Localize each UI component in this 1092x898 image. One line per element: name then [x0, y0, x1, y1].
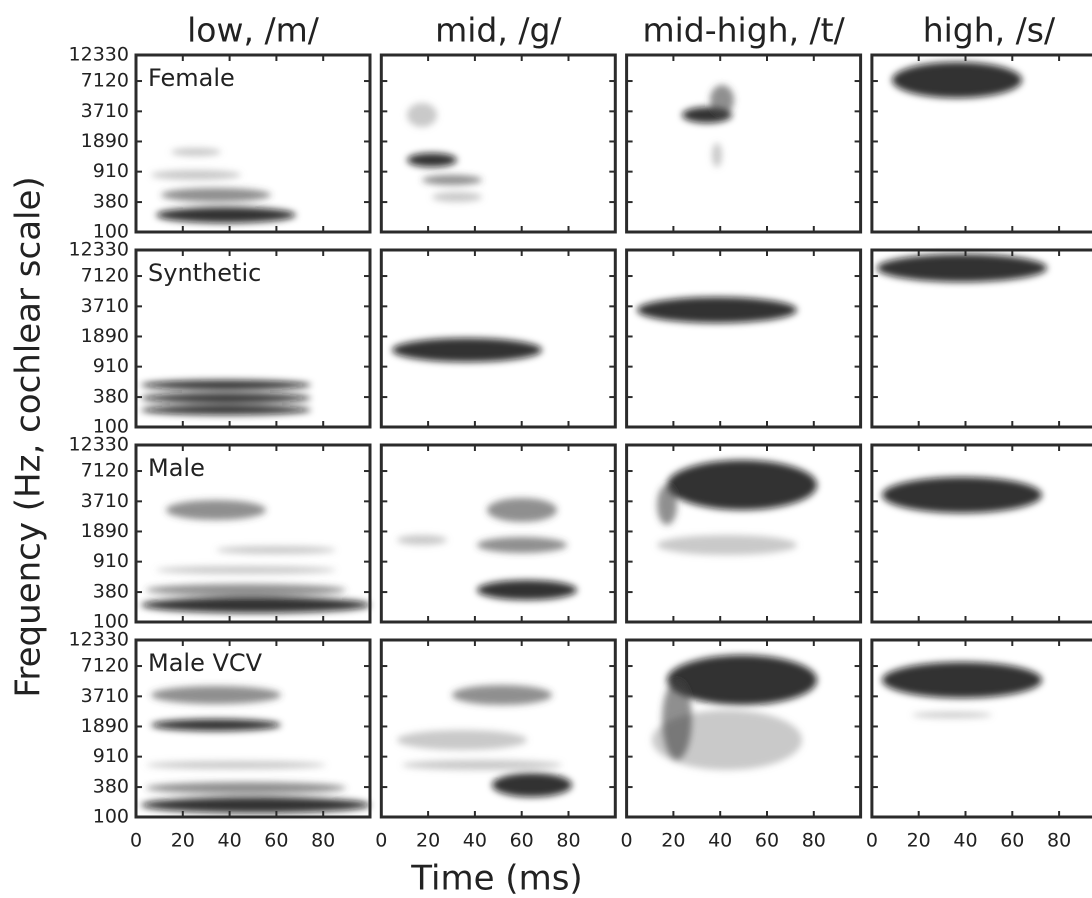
- x-tick-label: 40: [708, 830, 732, 852]
- spectrogram: [141, 500, 370, 613]
- column-title: high, /s/: [923, 11, 1056, 50]
- panel-frame: [379, 638, 617, 819]
- spectrogram: [141, 380, 311, 415]
- x-tick-label: 40: [463, 830, 487, 852]
- y-tick-label: 7120: [81, 265, 129, 287]
- column-title: low, /m/: [187, 11, 320, 50]
- y-tick-label: 910: [93, 160, 129, 182]
- y-tick-label: 3710: [81, 100, 129, 122]
- y-tick-label: 1890: [81, 715, 129, 737]
- panel-frame: [870, 248, 1092, 429]
- x-tick-label: 80: [802, 830, 826, 852]
- x-tick-label: 60: [264, 830, 288, 852]
- x-tick-label: 60: [755, 830, 779, 852]
- spectrogram: [657, 460, 817, 555]
- spectrogram: [397, 498, 577, 600]
- panel-frame: [134, 638, 372, 819]
- x-tick-label: 20: [171, 830, 195, 852]
- y-tick-label: 3710: [81, 295, 129, 317]
- y-tick-label: 12330: [69, 629, 129, 651]
- panel-frame: [379, 248, 617, 429]
- spectrogram: [882, 662, 1042, 718]
- row-label: Male: [148, 454, 205, 482]
- spectrogram: [892, 62, 1022, 98]
- panel-frame: [379, 443, 617, 624]
- y-tick-label: 910: [93, 355, 129, 377]
- x-tick-label: 60: [510, 830, 534, 852]
- x-tick-label: 20: [661, 830, 685, 852]
- y-tick-label: 380: [93, 776, 129, 798]
- row-label: Female: [148, 64, 235, 92]
- x-tick-label: 40: [953, 830, 977, 852]
- spectrogram: [877, 254, 1047, 282]
- panel-frame: [379, 53, 617, 234]
- y-tick-label: 100: [93, 416, 129, 438]
- spectrogram: [397, 685, 572, 797]
- spectrograms: [141, 62, 1047, 813]
- panel-frame: [870, 53, 1092, 234]
- y-tick-label: 380: [93, 581, 129, 603]
- y-tick-label: 7120: [81, 460, 129, 482]
- y-tick-label: 12330: [69, 434, 129, 456]
- x-tick-label: 0: [621, 830, 633, 852]
- column-title: mid-high, /t/: [642, 11, 845, 50]
- x-tick-label: 80: [311, 830, 335, 852]
- column-title: mid, /g/: [435, 11, 562, 50]
- spectrogram: [637, 297, 797, 323]
- y-tick-label: 1890: [81, 130, 129, 152]
- y-tick-label: 910: [93, 745, 129, 767]
- spectrogram: [882, 477, 1042, 513]
- y-tick-label: 1890: [81, 520, 129, 542]
- y-tick-label: 7120: [81, 655, 129, 677]
- panel-frame: [625, 443, 863, 624]
- panel-frame: [134, 53, 372, 234]
- panel-frame: [625, 638, 863, 819]
- spectrogram: [407, 103, 482, 202]
- panel-frame: [625, 248, 863, 429]
- y-tick-label: 3710: [81, 490, 129, 512]
- y-tick-label: 380: [93, 191, 129, 213]
- y-tick-label: 100: [93, 611, 129, 633]
- x-axis-title: Time (ms): [410, 859, 582, 898]
- spectrogram: [652, 655, 817, 770]
- panel-frame: [134, 443, 372, 624]
- y-tick-label: 910: [93, 550, 129, 572]
- panel-frame: [870, 443, 1092, 624]
- y-tick-label: 3710: [81, 685, 129, 707]
- x-tick-label: 20: [907, 830, 931, 852]
- y-tick-label: 7120: [81, 70, 129, 92]
- x-tick-label: 40: [218, 830, 242, 852]
- y-tick-label: 100: [93, 806, 129, 828]
- spectrogram: [682, 85, 734, 167]
- y-tick-label: 12330: [69, 44, 129, 66]
- y-tick-label: 12330: [69, 239, 129, 261]
- y-tick-label: 1890: [81, 325, 129, 347]
- panel-frame: [870, 638, 1092, 819]
- panel-frame: [134, 248, 372, 429]
- x-tick-label: 80: [556, 830, 580, 852]
- spectrogram: [392, 338, 542, 362]
- spectrogram: [151, 148, 296, 223]
- row-label: Synthetic: [148, 259, 261, 287]
- x-tick-label: 20: [416, 830, 440, 852]
- spectrogram: [141, 686, 370, 813]
- y-tick-label: 380: [93, 386, 129, 408]
- x-tick-label: 60: [1000, 830, 1024, 852]
- x-tick-label: 0: [130, 830, 142, 852]
- y-axis-title: Frequency (Hz, cochlear scale): [9, 176, 49, 697]
- panel-frame: [625, 53, 863, 234]
- x-tick-label: 0: [866, 830, 878, 852]
- row-label: Male VCV: [148, 649, 263, 677]
- y-tick-label: 100: [93, 221, 129, 243]
- x-tick-label: 0: [375, 830, 387, 852]
- x-tick-label: 80: [1047, 830, 1071, 852]
